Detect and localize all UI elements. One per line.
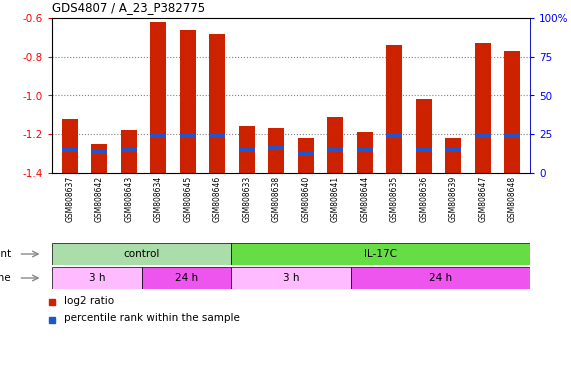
Text: control: control xyxy=(123,249,160,259)
Bar xyxy=(209,33,226,173)
Bar xyxy=(351,267,530,289)
Bar xyxy=(62,147,78,152)
Bar xyxy=(268,128,284,173)
Bar xyxy=(327,147,343,152)
Bar xyxy=(62,119,78,173)
Text: time: time xyxy=(0,273,11,283)
Bar xyxy=(327,117,343,173)
Bar xyxy=(357,132,373,173)
Bar xyxy=(297,138,314,173)
Text: agent: agent xyxy=(0,249,11,259)
Bar xyxy=(297,152,314,156)
Bar xyxy=(239,147,255,152)
Text: 3 h: 3 h xyxy=(283,273,299,283)
Text: log2 ratio: log2 ratio xyxy=(64,296,114,306)
Bar xyxy=(180,134,196,138)
Bar xyxy=(231,267,351,289)
Text: 24 h: 24 h xyxy=(175,273,198,283)
Bar xyxy=(150,22,166,173)
Bar xyxy=(504,134,520,138)
Bar xyxy=(475,134,491,138)
Bar xyxy=(150,134,166,138)
Bar xyxy=(239,126,255,173)
Bar xyxy=(120,147,137,152)
Text: GDS4807 / A_23_P382775: GDS4807 / A_23_P382775 xyxy=(52,1,205,14)
Text: percentile rank within the sample: percentile rank within the sample xyxy=(64,313,240,323)
Bar xyxy=(475,43,491,173)
Bar xyxy=(416,147,432,152)
Bar xyxy=(91,149,107,154)
Bar xyxy=(91,144,107,173)
Bar xyxy=(52,267,142,289)
Bar xyxy=(180,30,196,173)
Text: 24 h: 24 h xyxy=(429,273,452,283)
Bar xyxy=(445,147,461,152)
Bar xyxy=(386,134,403,138)
Bar xyxy=(416,99,432,173)
Bar xyxy=(209,134,226,138)
Text: IL-17C: IL-17C xyxy=(364,249,397,259)
Bar xyxy=(386,45,403,173)
Bar xyxy=(445,138,461,173)
Bar xyxy=(268,146,284,150)
Bar xyxy=(52,243,231,265)
Bar xyxy=(142,267,231,289)
Bar xyxy=(504,51,520,173)
Text: 3 h: 3 h xyxy=(89,273,105,283)
Bar xyxy=(120,131,137,173)
Bar xyxy=(231,243,530,265)
Bar xyxy=(357,147,373,152)
